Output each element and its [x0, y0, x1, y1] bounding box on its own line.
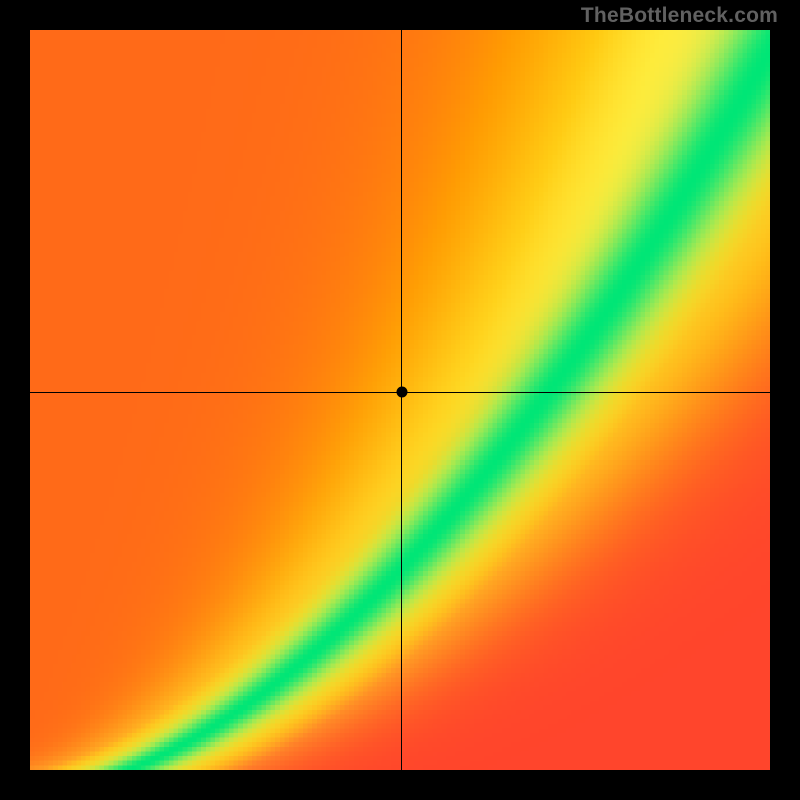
heatmap-canvas-wrap — [30, 30, 770, 770]
crosshair-vertical — [401, 30, 402, 770]
watermark-text: TheBottleneck.com — [581, 4, 778, 28]
heatmap-canvas — [30, 30, 770, 770]
crosshair-marker — [396, 387, 407, 398]
